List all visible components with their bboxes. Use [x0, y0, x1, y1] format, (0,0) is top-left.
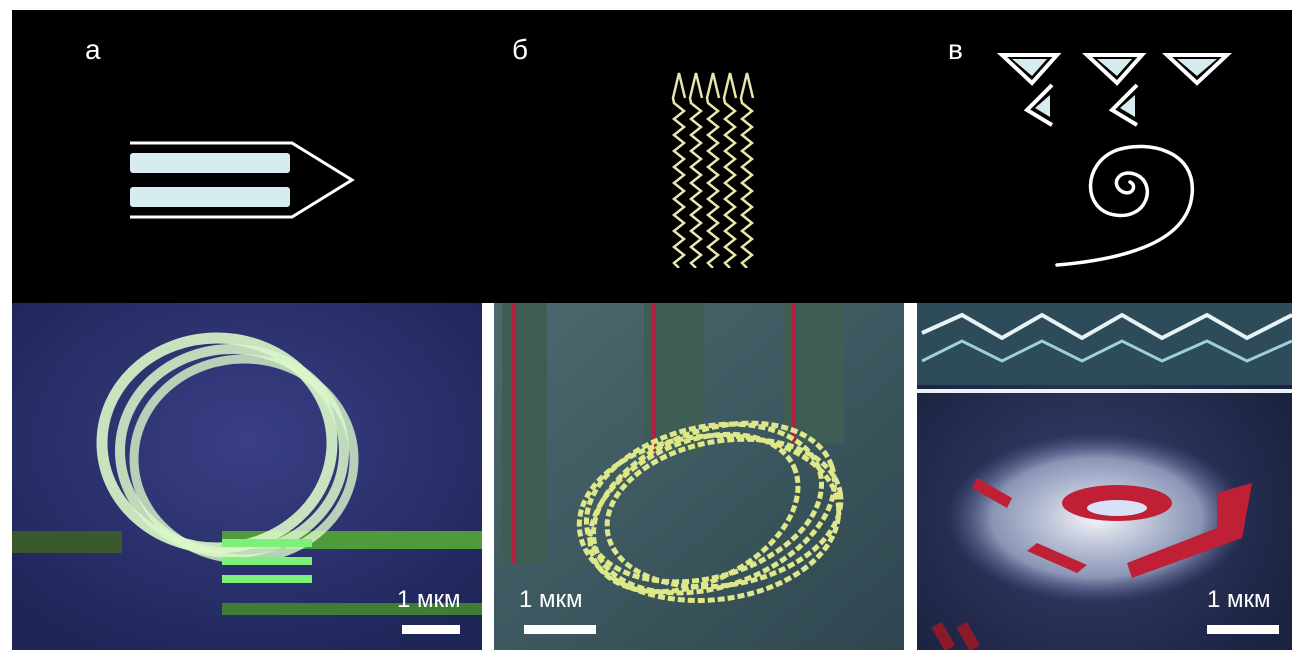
- zigzag-strip: [671, 72, 687, 268]
- scale-label-c: 1 мкм: [1207, 586, 1271, 613]
- scale-label-a: 1 мкм: [397, 586, 461, 613]
- zigzag-strip: [722, 72, 738, 268]
- photo-a-helical-strips: 1 мкм: [12, 303, 482, 650]
- scale-bar-a: [402, 625, 460, 634]
- zigzag-strip: [688, 72, 704, 268]
- zigzag-strip: [705, 72, 721, 268]
- figure: а б в: [12, 10, 1292, 650]
- scale-bar-b: [524, 625, 596, 634]
- sketch-c-triangles-and-spiral: [997, 53, 1233, 267]
- sketch-band: а б в: [12, 10, 1292, 303]
- scale-label-b: 1 мкм: [519, 586, 583, 613]
- sketch-b-zigzag-strips: [671, 72, 755, 268]
- panel-letter-c: в: [948, 34, 963, 65]
- sketch-a-pencil-strips: [130, 141, 355, 219]
- panel-letter-a: а: [85, 34, 101, 65]
- scale-bar-c: [1207, 625, 1279, 634]
- photo-c-triangles-and-spiral: 1 мкм: [917, 303, 1292, 650]
- photo-b-wavy-strip-coils: 1 мкм: [494, 303, 904, 650]
- zigzag-strip: [739, 72, 755, 268]
- panel-letter-b: б: [512, 34, 529, 65]
